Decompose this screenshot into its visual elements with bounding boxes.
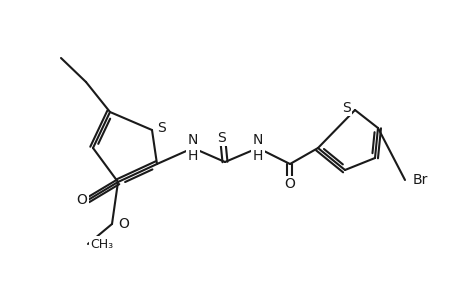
Text: S: S [217,131,226,145]
Text: CH₃: CH₃ [90,238,113,250]
Text: O: O [284,177,295,191]
Text: O: O [76,193,87,207]
Text: N
H: N H [252,133,263,163]
Text: Br: Br [412,173,427,187]
Text: S: S [341,101,350,115]
Text: O: O [118,217,129,231]
Text: S: S [157,121,165,135]
Text: N
H: N H [187,133,198,163]
